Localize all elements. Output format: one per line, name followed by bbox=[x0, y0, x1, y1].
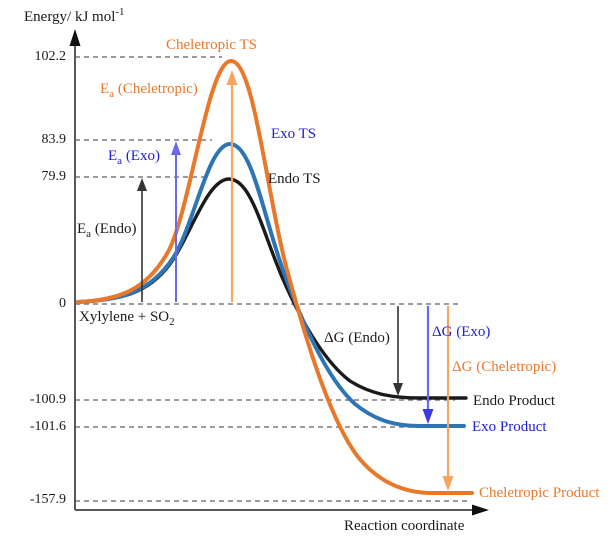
y-tick-minus-101-6: -101.6 bbox=[29, 419, 66, 434]
ea-cheletropic-pre: E bbox=[100, 81, 110, 97]
y-tick-minus-157-9: -157.9 bbox=[29, 492, 66, 507]
dg-endo-arrowhead-icon bbox=[393, 383, 403, 396]
x-axis-arrowhead-icon bbox=[472, 504, 489, 516]
ea-exo-post: (Exo) bbox=[122, 148, 160, 164]
x-axis-title: Reaction coordinate bbox=[344, 518, 465, 534]
cheletropic-product-label: Cheletropic Product bbox=[479, 485, 600, 501]
reactant-pre: Xylylene + SO bbox=[79, 309, 170, 325]
y-axis-title-text: Energy/ kJ mol bbox=[24, 9, 116, 25]
ea-cheletropic-label: Ea (Cheletropic) bbox=[100, 81, 198, 102]
endo-product-label: Endo Product bbox=[473, 393, 556, 409]
ea-exo-pre: E bbox=[108, 148, 118, 164]
dg-exo-label: ΔG (Exo) bbox=[432, 324, 491, 340]
endo-ts-label: Endo TS bbox=[268, 171, 321, 187]
ea-exo-arrowhead-icon bbox=[171, 141, 181, 155]
ea-exo-sub: a bbox=[117, 155, 123, 167]
ea-endo-post: (Endo) bbox=[91, 221, 137, 237]
ea-endo-arrowhead-icon bbox=[137, 178, 147, 191]
activation-arrows bbox=[137, 70, 238, 302]
y-tick-83-9: 83.9 bbox=[41, 132, 67, 147]
cheletropic-ts-label: Cheletropic TS bbox=[166, 37, 257, 53]
reactant-label: Xylylene + SO2 bbox=[79, 309, 175, 330]
exo-curve bbox=[76, 141, 466, 428]
y-tick-0: 0 bbox=[59, 296, 66, 311]
ea-cheletropic-arrowhead-icon bbox=[226, 70, 238, 85]
axes bbox=[69, 29, 489, 516]
gridlines bbox=[75, 56, 467, 502]
ea-endo-label: Ea (Endo) bbox=[77, 221, 136, 242]
dg-cheletropic-label: ΔG (Cheletropic) bbox=[452, 359, 557, 375]
ea-endo-sub: a bbox=[86, 228, 92, 240]
dg-cheletropic-arrowhead-icon bbox=[442, 476, 454, 491]
y-axis-arrowhead-icon bbox=[69, 29, 81, 46]
ea-cheletropic-post: (Cheletropic) bbox=[114, 81, 198, 97]
y-axis-title: Energy/ kJ mol-1 bbox=[24, 4, 125, 25]
exo-product-label: Exo Product bbox=[472, 419, 547, 435]
ea-endo-pre: E bbox=[77, 221, 87, 237]
y-tick-102-2: 102.2 bbox=[34, 49, 67, 64]
dg-exo-arrowhead-icon bbox=[422, 409, 434, 424]
y-tick-79-9: 79.9 bbox=[41, 169, 67, 184]
y-tick-minus-100-9: -100.9 bbox=[29, 392, 66, 407]
exo-ts-label: Exo TS bbox=[271, 126, 317, 142]
ea-cheletropic-sub: a bbox=[109, 88, 115, 100]
cheletropic-curve bbox=[76, 58, 474, 495]
reactant-sub: 2 bbox=[169, 316, 175, 328]
delta-g-arrows bbox=[393, 306, 454, 491]
ea-exo-label: Ea (Exo) bbox=[108, 148, 160, 169]
dg-endo-label: ΔG (Endo) bbox=[324, 330, 390, 346]
y-axis-title-sup: -1 bbox=[115, 6, 125, 18]
